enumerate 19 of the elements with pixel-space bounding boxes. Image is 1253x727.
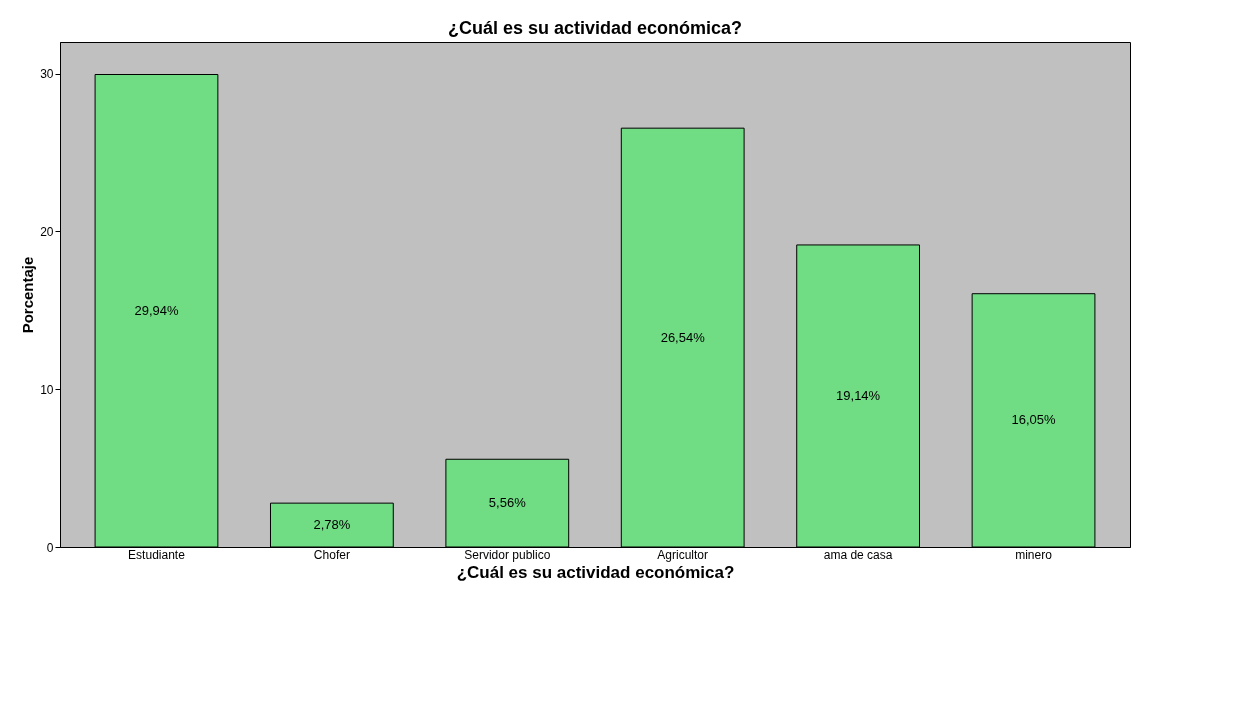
y-tick-label: 10 (40, 382, 54, 397)
x-tick-label: Agricultor (657, 547, 709, 562)
data-label: 19,14% (836, 387, 881, 403)
x-tick-label: Chofer (313, 547, 350, 562)
y-axis-title: Porcentaje (19, 256, 37, 334)
y-tick-label: 30 (40, 67, 54, 82)
y-tick-label: 0 (46, 540, 54, 555)
data-label: 26,54% (660, 329, 706, 345)
data-label: 2,78% (313, 517, 351, 533)
x-axis-title: ¿Cuál es su actividad económica? (456, 562, 735, 582)
data-label: 5,56% (488, 495, 527, 511)
x-tick-label: ama de casa (823, 547, 893, 562)
x-tick-label: Estudiante (128, 547, 186, 562)
y-tick-label: 20 (40, 224, 54, 239)
data-label: 29,94% (134, 302, 179, 318)
x-tick-label: Servidor publico (464, 547, 551, 562)
chart-title: ¿Cuál es su actividad económica? (447, 18, 743, 38)
data-label: 16,05% (1011, 412, 1057, 428)
x-tick-label: minero (1015, 547, 1053, 562)
